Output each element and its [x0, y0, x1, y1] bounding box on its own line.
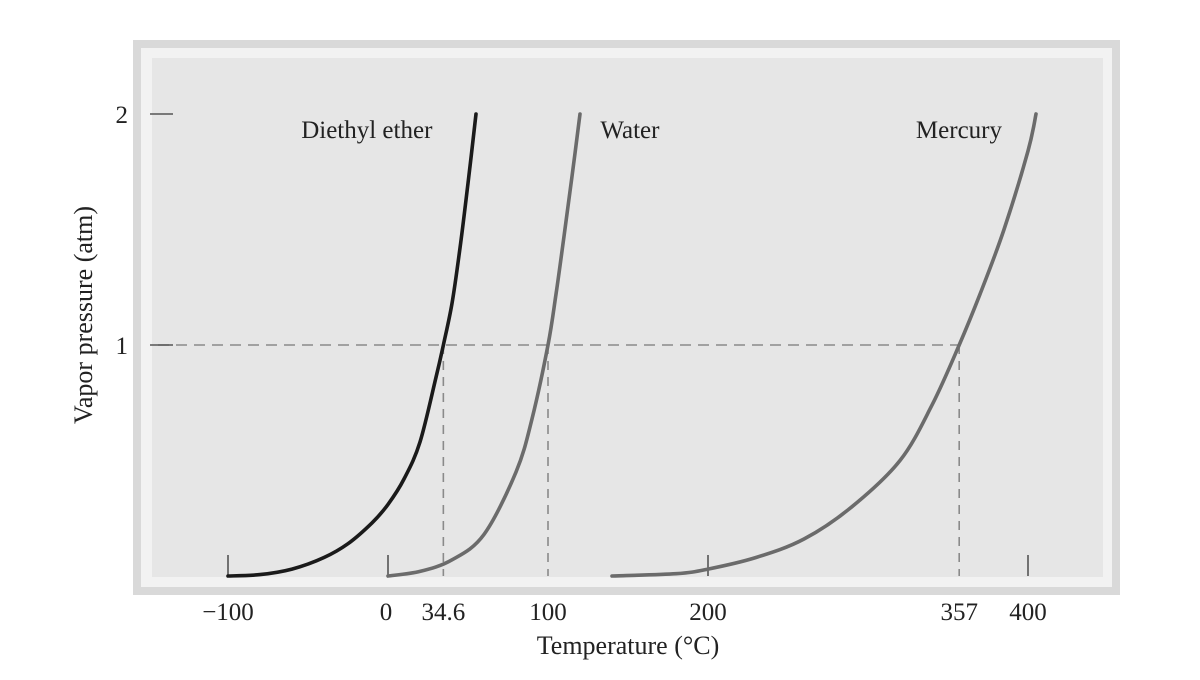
- plot-area: [152, 58, 1103, 577]
- series-label-diethyl-ether: Diethyl ether: [301, 117, 433, 144]
- x-tick-label-100: 100: [529, 599, 567, 626]
- tick-labels: −100 0 34.6 100 200 357 400 1 2: [116, 102, 1047, 626]
- x-tick-label-200: 200: [689, 599, 727, 626]
- tick-marks: [150, 113, 1029, 576]
- series-label-mercury: Mercury: [916, 117, 1003, 144]
- reference-lines: [158, 344, 961, 576]
- x-tick-label-100: −100: [202, 599, 254, 626]
- y-tick-label-1: 1: [116, 333, 129, 360]
- curve-mercury: [610, 112, 1038, 578]
- y-axis-label: Vapor pressure (atm): [69, 206, 98, 424]
- series-labels: Diethyl ether Water Mercury: [301, 117, 1002, 144]
- x-tick-label-0: 0: [380, 599, 393, 626]
- x-axis-label: Temperature (°C): [537, 631, 720, 660]
- curve-diethyl-ether: [226, 112, 478, 578]
- y-tick-label-2: 2: [116, 102, 129, 129]
- x-tick-label-357: 357: [940, 599, 978, 626]
- x-tick-label-400: 400: [1009, 599, 1047, 626]
- x-tick-label-34-6: 34.6: [421, 599, 465, 626]
- series-label-water: Water: [600, 117, 660, 144]
- curve-water: [386, 112, 582, 578]
- vapor-pressure-curves: [226, 112, 1038, 578]
